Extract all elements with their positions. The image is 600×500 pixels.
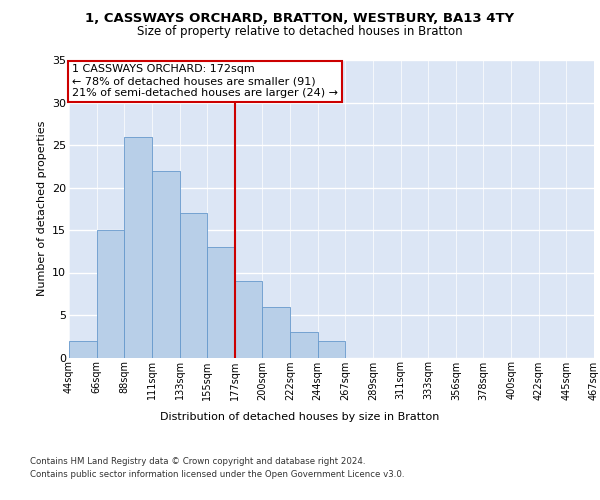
- Bar: [235, 281, 262, 357]
- Bar: [97, 230, 124, 358]
- Text: Contains HM Land Registry data © Crown copyright and database right 2024.: Contains HM Land Registry data © Crown c…: [30, 458, 365, 466]
- Text: 1 CASSWAYS ORCHARD: 172sqm
← 78% of detached houses are smaller (91)
21% of semi: 1 CASSWAYS ORCHARD: 172sqm ← 78% of deta…: [71, 64, 338, 98]
- Text: 1, CASSWAYS ORCHARD, BRATTON, WESTBURY, BA13 4TY: 1, CASSWAYS ORCHARD, BRATTON, WESTBURY, …: [85, 12, 515, 26]
- Text: Distribution of detached houses by size in Bratton: Distribution of detached houses by size …: [160, 412, 440, 422]
- Text: Contains public sector information licensed under the Open Government Licence v3: Contains public sector information licen…: [30, 470, 404, 479]
- Bar: [124, 136, 152, 358]
- Bar: [290, 332, 317, 357]
- Text: Size of property relative to detached houses in Bratton: Size of property relative to detached ho…: [137, 25, 463, 38]
- Bar: [69, 340, 97, 357]
- Bar: [317, 340, 346, 357]
- Bar: [207, 247, 235, 358]
- Bar: [262, 306, 290, 358]
- Bar: [152, 170, 179, 358]
- Y-axis label: Number of detached properties: Number of detached properties: [37, 121, 47, 296]
- Bar: [179, 213, 207, 358]
